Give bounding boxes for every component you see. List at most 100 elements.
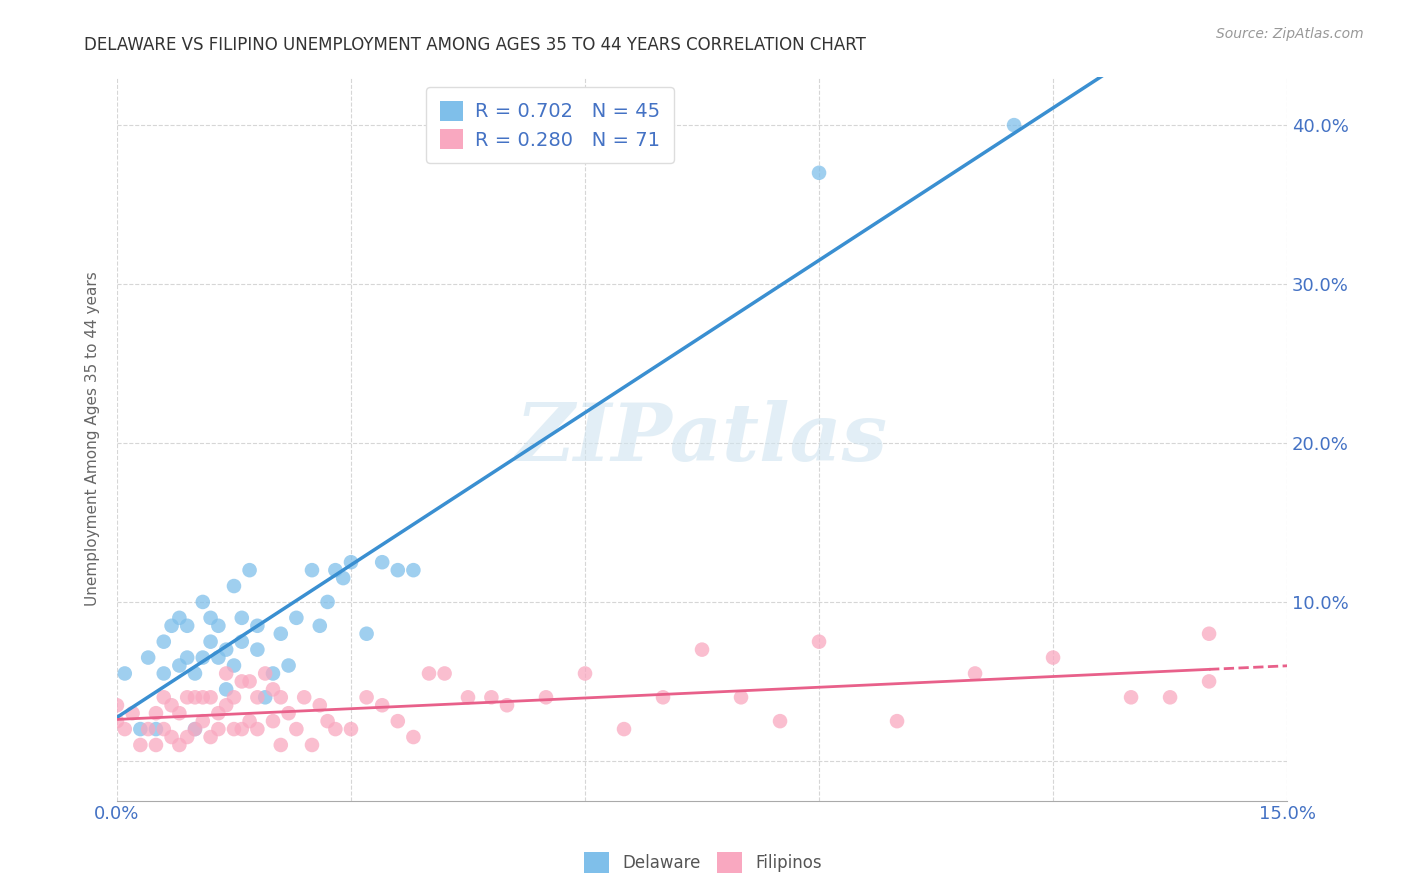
Point: [231, 722, 253, 736]
Point: [222, 579, 245, 593]
Text: Source: ZipAtlas.com: Source: ZipAtlas.com: [1216, 27, 1364, 41]
Point: [262, 714, 284, 728]
Point: [1119, 690, 1142, 705]
Point: [481, 690, 503, 705]
Point: [239, 563, 262, 577]
Point: [239, 714, 262, 728]
Point: [292, 690, 315, 705]
Point: [152, 666, 174, 681]
Point: [262, 682, 284, 697]
Point: [270, 738, 292, 752]
Point: [200, 611, 222, 625]
Point: [207, 650, 229, 665]
Point: [145, 706, 167, 721]
Point: [169, 738, 191, 752]
Point: [169, 706, 191, 721]
Point: [200, 730, 222, 744]
Point: [207, 619, 229, 633]
Point: [176, 619, 198, 633]
Point: [184, 666, 207, 681]
Point: [340, 555, 363, 569]
Point: [1002, 118, 1025, 132]
Legend: R = 0.702   N = 45, R = 0.280   N = 71: R = 0.702 N = 45, R = 0.280 N = 71: [426, 87, 673, 163]
Point: [808, 634, 831, 648]
Point: [652, 690, 675, 705]
Point: [145, 722, 167, 736]
Point: [690, 642, 713, 657]
Point: [231, 611, 253, 625]
Point: [246, 642, 269, 657]
Point: [215, 698, 238, 713]
Point: [886, 714, 908, 728]
Point: [308, 619, 330, 633]
Point: [136, 722, 159, 736]
Point: [1198, 674, 1220, 689]
Point: [402, 730, 425, 744]
Point: [325, 722, 347, 736]
Point: [301, 563, 323, 577]
Point: [231, 634, 253, 648]
Point: [308, 698, 330, 713]
Point: [169, 658, 191, 673]
Point: [246, 722, 269, 736]
Point: [145, 738, 167, 752]
Point: [730, 690, 752, 705]
Point: [316, 714, 339, 728]
Y-axis label: Unemployment Among Ages 35 to 44 years: Unemployment Among Ages 35 to 44 years: [86, 272, 100, 607]
Point: [402, 563, 425, 577]
Text: DELAWARE VS FILIPINO UNEMPLOYMENT AMONG AGES 35 TO 44 YEARS CORRELATION CHART: DELAWARE VS FILIPINO UNEMPLOYMENT AMONG …: [84, 36, 866, 54]
Point: [152, 634, 174, 648]
Point: [105, 714, 128, 728]
Point: [152, 690, 174, 705]
Point: [114, 666, 136, 681]
Point: [176, 690, 198, 705]
Point: [160, 698, 183, 713]
Point: [121, 706, 143, 721]
Point: [160, 619, 183, 633]
Text: ZIPatlas: ZIPatlas: [516, 401, 889, 478]
Point: [371, 698, 394, 713]
Point: [200, 690, 222, 705]
Point: [191, 650, 214, 665]
Point: [207, 706, 229, 721]
Point: [231, 674, 253, 689]
Point: [176, 650, 198, 665]
Point: [270, 626, 292, 640]
Point: [222, 658, 245, 673]
Point: [184, 722, 207, 736]
Point: [285, 611, 308, 625]
Point: [191, 714, 214, 728]
Point: [114, 722, 136, 736]
Point: [534, 690, 557, 705]
Point: [191, 690, 214, 705]
Point: [215, 682, 238, 697]
Point: [285, 722, 308, 736]
Point: [371, 555, 394, 569]
Point: [332, 571, 354, 585]
Point: [262, 666, 284, 681]
Point: [963, 666, 986, 681]
Point: [356, 626, 378, 640]
Point: [246, 690, 269, 705]
Point: [184, 722, 207, 736]
Point: [254, 666, 277, 681]
Point: [222, 690, 245, 705]
Point: [1042, 650, 1064, 665]
Point: [325, 563, 347, 577]
Point: [239, 674, 262, 689]
Point: [169, 611, 191, 625]
Point: [254, 690, 277, 705]
Point: [574, 666, 596, 681]
Point: [277, 706, 299, 721]
Point: [215, 642, 238, 657]
Point: [1198, 626, 1220, 640]
Point: [129, 722, 152, 736]
Point: [769, 714, 792, 728]
Point: [433, 666, 456, 681]
Point: [496, 698, 519, 713]
Point: [301, 738, 323, 752]
Point: [457, 690, 479, 705]
Point: [200, 634, 222, 648]
Point: [270, 690, 292, 705]
Legend: Delaware, Filipinos: Delaware, Filipinos: [578, 846, 828, 880]
